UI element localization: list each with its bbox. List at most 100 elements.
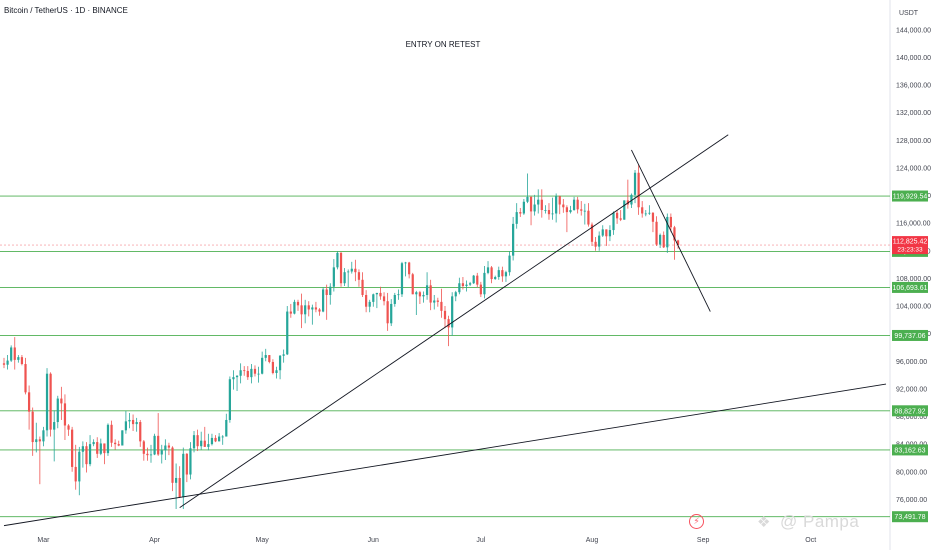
candle-body <box>17 357 20 360</box>
candle-body <box>20 357 24 365</box>
y-tick-label: 76,000.00 <box>896 497 927 504</box>
level-price-label-bg <box>892 405 928 417</box>
candle-body <box>486 267 490 273</box>
candle-body <box>171 447 174 483</box>
candle-body <box>153 435 156 455</box>
candle-body <box>461 283 465 287</box>
candle-body <box>307 305 310 310</box>
y-tick-label: 140,000.00 <box>896 55 931 62</box>
trendline <box>631 149 711 312</box>
x-tick-label: Mar <box>37 537 50 544</box>
candle-body <box>659 234 662 245</box>
candle-body <box>329 286 332 295</box>
candle-body <box>587 210 590 225</box>
candle-body <box>67 425 70 430</box>
candle-body <box>569 210 572 213</box>
candle-body <box>13 347 16 360</box>
candle-body <box>261 357 264 374</box>
y-tick-label: 144,000.00 <box>896 27 931 34</box>
watermark: @ Pampa <box>780 512 860 531</box>
y-tick-label: 132,000.00 <box>896 110 931 117</box>
candle-body <box>447 319 450 328</box>
candle-body <box>605 229 608 237</box>
candle-body <box>479 284 482 295</box>
candle-body <box>10 347 13 361</box>
candle-body <box>78 451 81 482</box>
candle-body <box>476 275 479 285</box>
candle-body <box>53 422 56 430</box>
candle-body <box>42 430 45 442</box>
candle-body <box>454 292 457 297</box>
candle-body <box>458 283 461 293</box>
candle-body <box>515 212 518 224</box>
candle-body <box>60 398 63 404</box>
level-price-label: 88,827.92 <box>894 408 925 415</box>
candle-body <box>472 275 475 284</box>
candle-body <box>49 373 52 430</box>
candle-body <box>468 283 472 285</box>
currency-label: USDT <box>899 10 919 17</box>
y-tick-label: 116,000.00 <box>896 221 931 228</box>
trendline <box>3 383 887 527</box>
candle-body <box>615 212 619 219</box>
candle-body <box>673 227 676 241</box>
y-tick-label: 96,000.00 <box>896 359 927 366</box>
candle-body <box>135 422 138 425</box>
candle-body <box>146 453 149 456</box>
candle-body <box>318 309 321 312</box>
candle-body <box>210 437 214 445</box>
candle-body <box>641 207 644 214</box>
candle-body <box>321 289 325 312</box>
candle-body <box>408 262 411 275</box>
candle-body <box>92 442 95 445</box>
candle-body <box>196 435 199 447</box>
chart-symbol-title: Bitcoin / TetherUS · 1D · BINANCE <box>4 6 128 15</box>
candle-body <box>228 379 231 420</box>
candle-body <box>558 196 561 205</box>
chart-annotation: ENTRY ON RETEST <box>405 40 481 49</box>
candle-body <box>494 277 497 280</box>
candle-body <box>253 368 257 374</box>
candle-body <box>357 272 361 280</box>
level-price-label-bg <box>892 329 928 341</box>
candle-body <box>565 207 569 213</box>
candle-body <box>551 213 554 215</box>
candle-body <box>418 292 422 297</box>
candle-body <box>537 199 540 205</box>
y-tick-label: 108,000.00 <box>896 276 931 283</box>
candle-body <box>103 443 106 454</box>
x-tick-label: Oct <box>805 537 816 544</box>
candle-body <box>85 446 88 465</box>
candle-body <box>651 212 655 222</box>
candle-body <box>572 199 576 211</box>
level-price-label-bg <box>892 444 928 456</box>
lightning-icon[interactable]: ⚡ <box>689 514 704 529</box>
candle-body <box>451 296 454 328</box>
y-tick-label: 80,000.00 <box>896 469 927 476</box>
candle-body <box>386 301 389 324</box>
candle-body <box>529 196 533 212</box>
current-price-label-bg <box>892 236 928 255</box>
candle-body <box>250 368 253 378</box>
candle-body <box>648 212 651 214</box>
candle-body <box>99 443 102 454</box>
candle-body <box>375 292 378 295</box>
candle-body <box>655 221 658 245</box>
candle-body <box>336 252 339 268</box>
level-price-label: 99,737.06 <box>894 333 925 340</box>
candle-body <box>644 213 647 215</box>
candle-body <box>662 234 665 248</box>
candle-body <box>619 218 622 220</box>
candle-body <box>508 255 511 273</box>
candle-body <box>666 216 669 248</box>
candle-body <box>128 419 131 422</box>
candle-body <box>139 422 142 442</box>
candle-body <box>429 285 432 303</box>
candle-body <box>390 303 393 324</box>
candle-body <box>71 429 74 467</box>
candle-body <box>504 272 508 277</box>
candle-body <box>598 235 601 247</box>
x-tick-label: May <box>256 537 270 544</box>
x-tick-label: Jul <box>476 537 485 544</box>
